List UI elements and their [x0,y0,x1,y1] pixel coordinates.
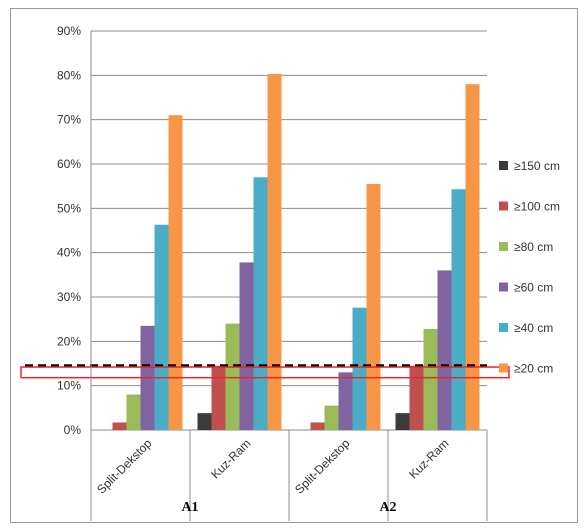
group-label: A1 [181,500,198,515]
bar [253,177,268,430]
legend-label: ≥60 cm [514,281,553,295]
bar [437,270,452,430]
legend-swatch [499,161,508,170]
bar-layer [112,74,480,431]
category-label: Split-Dekstop [292,436,353,497]
y-tick-label: 70% [57,113,81,127]
bar [324,405,339,430]
bar [423,328,438,430]
y-tick-label: 0% [64,423,82,437]
bar [239,262,254,430]
y-tick-label: 80% [57,68,81,82]
y-tick-label: 50% [57,201,81,215]
bar [366,183,381,430]
y-tick-label: 60% [57,157,81,171]
legend-swatch [499,323,508,332]
legend-swatch [499,242,508,251]
bar [465,84,480,430]
y-tick-label: 40% [57,246,81,260]
legend-label: ≥40 cm [514,321,553,335]
bar [451,189,466,430]
legend-label: ≥20 cm [514,362,553,376]
bar [395,413,410,430]
bar [352,307,367,430]
category-label: Kuz-Ram [208,436,253,481]
category-label: Kuz-Ram [406,436,451,481]
legend-label: ≥80 cm [514,240,553,254]
legend-label: ≥150 cm [514,159,560,173]
bar [267,74,282,431]
chart-frame: 0% 10% 20% 30% 40% 50% 60% 70% 80% 90% Split-Dekst… [10,8,578,523]
bar [225,323,240,430]
y-tick-label: 20% [57,334,81,348]
y-tick-label: 10% [57,379,81,393]
bar-chart: 0% 10% 20% 30% 40% 50% 60% 70% 80% 90% Split-Dekst… [20,24,560,521]
bar [112,422,127,430]
legend-swatch [499,282,508,292]
y-tick-label: 90% [57,24,81,38]
bar [338,372,353,430]
legend-swatch [499,363,508,373]
group-label: A2 [379,500,396,515]
legend: ≥150 cm ≥100 cm ≥80 cm ≥60 cm ≥40 cm ≥20 cm [499,159,560,376]
bar [197,413,212,430]
y-tick-label: 30% [57,290,81,304]
bar [126,394,141,430]
category-label: Split-Dekstop [94,436,155,497]
bar [310,422,325,430]
bar [154,224,169,430]
highlight-box [20,366,510,379]
legend-label: ≥100 cm [514,200,560,214]
overlay-layer [20,364,510,379]
bar [409,365,424,430]
bar [211,365,226,430]
legend-swatch [499,201,508,211]
bar [168,115,183,430]
